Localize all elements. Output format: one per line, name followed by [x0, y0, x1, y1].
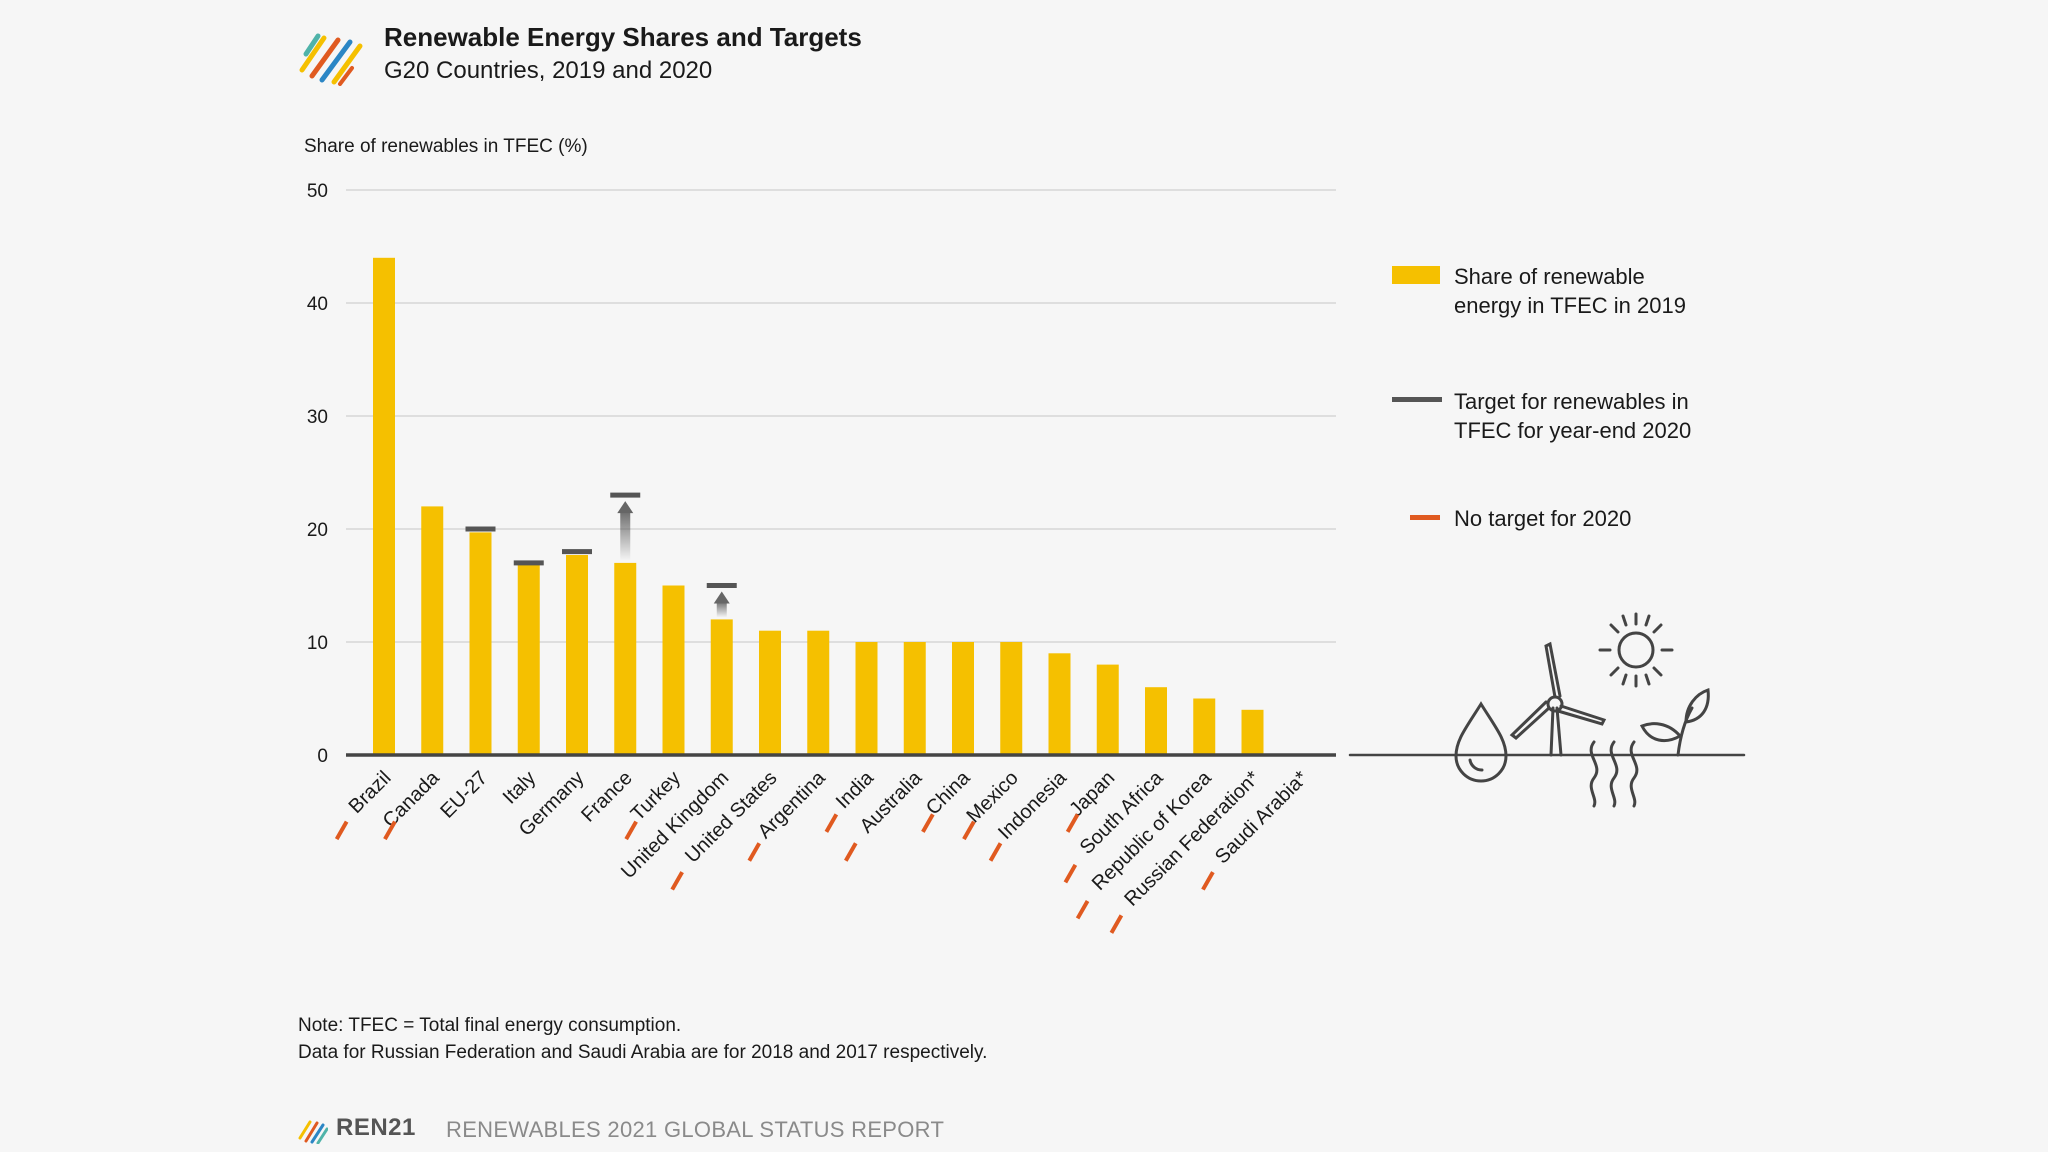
renewables-illustration-icon [1348, 612, 1746, 808]
no-target-marker [1201, 871, 1215, 891]
target-marker-4 [562, 549, 592, 555]
y-tick-label: 50 [307, 181, 328, 202]
no-target-marker [844, 842, 858, 862]
x-tick-label: France [577, 767, 637, 827]
bar-9 [807, 630, 830, 755]
bar-16 [1145, 687, 1167, 755]
bar-2 [469, 532, 492, 755]
chart-notes: Note: TFEC = Total final energy consumpt… [298, 1012, 987, 1066]
target-gap-arrow [620, 511, 631, 561]
note-line-2: Data for Russian Federation and Saudi Ar… [298, 1042, 988, 1063]
legend-swatch-target [1392, 397, 1442, 402]
bar-0 [373, 257, 395, 755]
bar-11 [903, 642, 926, 755]
no-target-marker [921, 813, 935, 833]
target-marker-2 [465, 526, 496, 532]
footer-brand: REN21 [336, 1114, 416, 1141]
bar-1 [421, 506, 444, 755]
bar-3 [517, 562, 540, 755]
chart-subtitle: G20 Countries, 2019 and 2020 [384, 57, 713, 84]
bar-18 [1241, 709, 1264, 755]
y-axis-label: Share of renewables in TFEC (%) [304, 136, 588, 157]
no-target-marker [962, 820, 976, 841]
no-target-marker [1063, 863, 1078, 884]
legend-label-target: Target for renewables in TFEC for year-e… [1454, 389, 1692, 443]
no-target-marker [1065, 813, 1080, 833]
legend-swatch-no-target [1410, 515, 1440, 520]
no-target-marker [670, 871, 684, 891]
x-tick-label: Italy [499, 767, 540, 808]
bar-10 [855, 642, 878, 755]
bar-15 [1096, 664, 1119, 755]
legend-label-share: Share of renewable energy in TFEC in 201… [1454, 264, 1686, 318]
y-tick-label: 30 [307, 407, 328, 428]
no-target-marker [747, 842, 761, 862]
no-target-marker [1075, 899, 1090, 920]
ren21-logo-icon [299, 33, 363, 86]
y-tick-label: 0 [317, 746, 328, 767]
no-target-marker [334, 820, 349, 841]
no-target-marker [624, 820, 638, 841]
target-gap-arrowhead [713, 591, 730, 604]
target-marker-3 [513, 560, 544, 566]
footer-logo-icon [298, 1120, 328, 1144]
note-line-1: Note: TFEC = Total final energy consumpt… [298, 1015, 682, 1036]
bar-5 [614, 562, 637, 755]
target-gap-arrow [716, 601, 727, 618]
no-target-marker [988, 842, 1003, 862]
no-target-marker [383, 820, 397, 841]
no-target-marker [1109, 914, 1124, 934]
y-tick-label: 10 [307, 633, 328, 654]
bar-12 [952, 642, 974, 755]
y-tick-label: 40 [307, 294, 328, 315]
footer-report-title: RENEWABLES 2021 GLOBAL STATUS REPORT [446, 1117, 945, 1142]
bar-14 [1048, 653, 1071, 755]
bar-17 [1193, 698, 1216, 755]
x-tick-label: EU-27 [436, 767, 492, 823]
bar-4 [566, 554, 588, 755]
chart-title: Renewable Energy Shares and Targets [384, 22, 862, 52]
y-tick-label: 20 [307, 520, 328, 541]
bar-7 [710, 619, 733, 755]
legend-swatch-share [1392, 266, 1440, 284]
target-marker-5 [610, 492, 641, 498]
bar-13 [1000, 642, 1023, 755]
target-gap-arrowhead [617, 501, 634, 514]
legend-label-no-target: No target for 2020 [1454, 506, 1632, 531]
target-marker-7 [706, 583, 737, 588]
no-target-marker [824, 813, 839, 833]
bar-8 [759, 630, 781, 755]
bar-6 [662, 585, 685, 755]
